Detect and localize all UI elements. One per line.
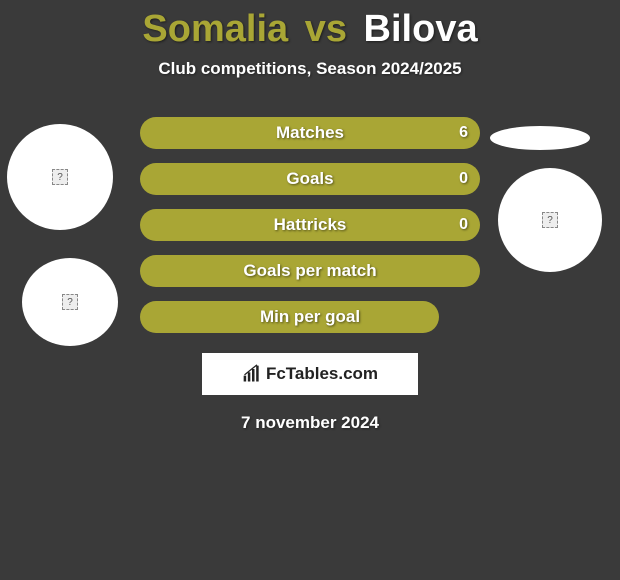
stat-value: 0: [459, 170, 468, 188]
decorative-circle: ?: [22, 258, 118, 346]
placeholder-icon: ?: [52, 169, 68, 185]
decorative-circle: ?: [498, 168, 602, 272]
decorative-circle: ?: [7, 124, 113, 230]
stat-label: Goals: [140, 169, 480, 189]
date-label: 7 november 2024: [0, 413, 620, 433]
stat-value: 6: [459, 124, 468, 142]
stat-row: Matches6: [140, 117, 480, 149]
stat-row: Min per goal: [140, 301, 480, 333]
page-title: Somalia vs Bilova: [0, 0, 620, 51]
stat-label: Min per goal: [140, 307, 480, 327]
stat-label: Hattricks: [140, 215, 480, 235]
decorative-ellipse: [490, 126, 590, 150]
subtitle: Club competitions, Season 2024/2025: [0, 59, 620, 79]
logo-text: FcTables.com: [266, 364, 378, 384]
stat-label: Matches: [140, 123, 480, 143]
stat-label: Goals per match: [140, 261, 480, 281]
stat-row: Goals per match: [140, 255, 480, 287]
chart-icon: [242, 364, 262, 384]
stat-row: Goals0: [140, 163, 480, 195]
vs-text: vs: [305, 8, 347, 50]
team2-name: Bilova: [364, 8, 478, 50]
fctables-logo: FcTables.com: [202, 353, 418, 395]
stat-value: 0: [459, 216, 468, 234]
placeholder-icon: ?: [542, 212, 558, 228]
team1-name: Somalia: [142, 8, 288, 50]
stat-row: Hattricks0: [140, 209, 480, 241]
placeholder-icon: ?: [62, 294, 78, 310]
